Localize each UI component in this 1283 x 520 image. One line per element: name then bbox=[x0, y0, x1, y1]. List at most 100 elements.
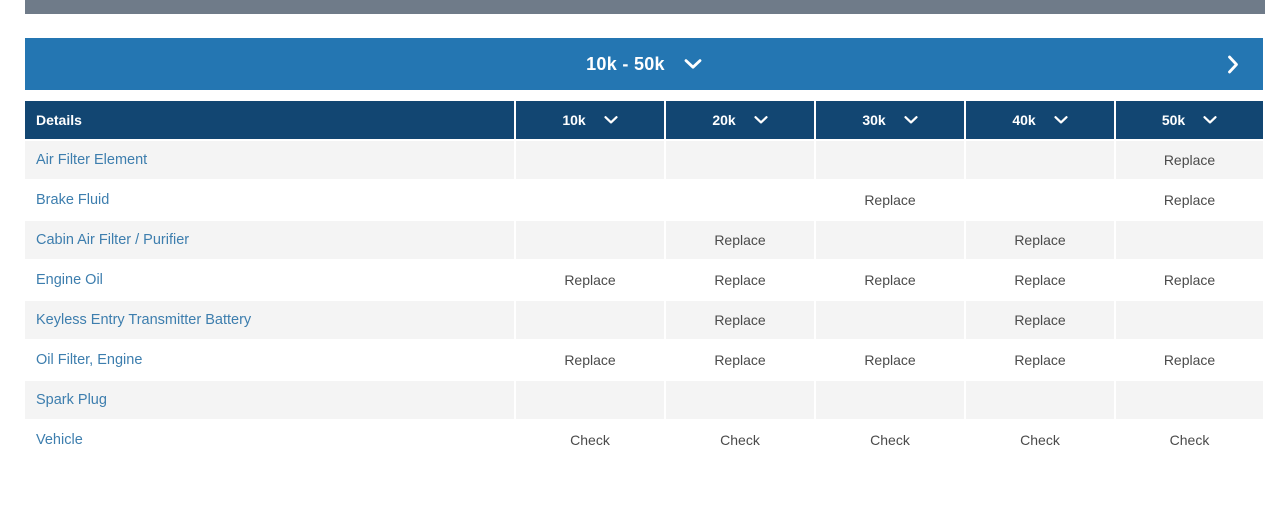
next-range-button[interactable] bbox=[1227, 38, 1239, 90]
header-label: 20k bbox=[712, 112, 736, 128]
header-details: Details bbox=[25, 101, 514, 139]
chevron-right-icon bbox=[1227, 55, 1239, 74]
cell-text: Replace bbox=[864, 352, 916, 368]
chevron-down-icon bbox=[684, 59, 702, 69]
cell-text: Check bbox=[870, 432, 910, 448]
cell-value: Replace bbox=[964, 301, 1114, 339]
row-label-cell: Cabin Air Filter / Purifier bbox=[25, 221, 514, 259]
row-label-link[interactable]: Oil Filter, Engine bbox=[36, 352, 143, 368]
table-body: Air Filter Element Replace Brake Fluid Repl… bbox=[25, 141, 1263, 461]
row-label-cell: Spark Plug bbox=[25, 381, 514, 419]
cell-text: Replace bbox=[1163, 192, 1216, 208]
row-label-cell: Keyless Entry Transmitter Battery bbox=[25, 301, 514, 339]
row-label-link[interactable]: Vehicle bbox=[36, 432, 83, 448]
header-label: Details bbox=[36, 112, 82, 128]
cell-text: Check bbox=[1169, 432, 1210, 448]
row-label-link[interactable]: Spark Plug bbox=[36, 392, 107, 408]
cell-text: Check bbox=[720, 432, 760, 448]
cell-text: Replace bbox=[564, 352, 616, 368]
header-mileage-4[interactable]: 40k bbox=[964, 101, 1114, 139]
cell-value bbox=[814, 141, 964, 179]
cell-text: Replace bbox=[714, 272, 766, 288]
cell-value: Replace bbox=[1114, 261, 1263, 299]
cell-value bbox=[514, 301, 664, 339]
maintenance-table: Details 10k 20k 30k 40k 50k Air Filter Elemen… bbox=[25, 101, 1263, 461]
cell-value bbox=[514, 141, 664, 179]
row-label-cell: Brake Fluid bbox=[25, 181, 514, 219]
row-label-link[interactable]: Brake Fluid bbox=[36, 192, 110, 208]
chevron-down-icon bbox=[754, 116, 768, 124]
header-mileage-5[interactable]: 50k bbox=[1114, 101, 1263, 139]
cell-value: Replace bbox=[814, 181, 964, 219]
cell-value bbox=[514, 181, 664, 219]
cell-text: Replace bbox=[1014, 312, 1066, 328]
table-row: Cabin Air Filter / Purifier Replace Replac… bbox=[25, 221, 1263, 261]
mileage-range-banner: 10k - 50k bbox=[25, 38, 1263, 90]
row-label-cell: Oil Filter, Engine bbox=[25, 341, 514, 379]
table-row: Spark Plug bbox=[25, 381, 1263, 421]
header-label: 40k bbox=[1012, 112, 1036, 128]
maintenance-schedule: 10k - 50k Details 10k 20k 30k 40k 50k Air Fil… bbox=[25, 38, 1263, 461]
row-label-link[interactable]: Keyless Entry Transmitter Battery bbox=[36, 312, 252, 328]
cell-value bbox=[814, 301, 964, 339]
cell-value: Replace bbox=[1114, 141, 1263, 179]
cell-value bbox=[814, 221, 964, 259]
mileage-range-label: 10k - 50k bbox=[586, 53, 665, 74]
cell-value: Replace bbox=[664, 301, 814, 339]
cell-value bbox=[964, 181, 1114, 219]
cell-value: Replace bbox=[514, 261, 664, 299]
cell-value: Replace bbox=[814, 261, 964, 299]
row-label-link[interactable]: Air Filter Element bbox=[36, 152, 148, 168]
cell-text: Replace bbox=[1014, 352, 1066, 368]
table-header-row: Details 10k 20k 30k 40k 50k bbox=[25, 101, 1263, 141]
header-mileage-1[interactable]: 10k bbox=[514, 101, 664, 139]
cell-value: Replace bbox=[1114, 181, 1263, 219]
cell-value bbox=[964, 381, 1114, 419]
chevron-down-icon bbox=[1054, 116, 1068, 124]
cell-text: Replace bbox=[714, 232, 766, 248]
chevron-down-icon bbox=[904, 116, 918, 124]
row-label-link[interactable]: Engine Oil bbox=[36, 272, 103, 288]
cell-value: Replace bbox=[964, 221, 1114, 259]
cell-value bbox=[664, 181, 814, 219]
cell-value: Check bbox=[664, 421, 814, 459]
chevron-down-icon bbox=[604, 116, 618, 124]
cell-text: Replace bbox=[1014, 232, 1066, 248]
header-mileage-2[interactable]: 20k bbox=[664, 101, 814, 139]
cell-value: Replace bbox=[814, 341, 964, 379]
cell-value: Replace bbox=[664, 221, 814, 259]
cell-value: Replace bbox=[514, 341, 664, 379]
table-row: Vehicle Check Check Check Check Check bbox=[25, 421, 1263, 461]
cell-text: Check bbox=[1020, 432, 1060, 448]
cell-text: Replace bbox=[864, 192, 916, 208]
cell-value bbox=[514, 381, 664, 419]
cell-value bbox=[514, 221, 664, 259]
cell-text: Replace bbox=[1163, 152, 1216, 168]
table-row: Brake Fluid Replace Replace bbox=[25, 181, 1263, 221]
cell-value bbox=[1114, 221, 1263, 259]
cell-value bbox=[1114, 381, 1263, 419]
top-scrollbar[interactable] bbox=[25, 0, 1265, 14]
table-row: Keyless Entry Transmitter Battery Replace… bbox=[25, 301, 1263, 341]
table-row: Oil Filter, Engine Replace Replace Replace R… bbox=[25, 341, 1263, 381]
cell-value: Check bbox=[514, 421, 664, 459]
row-label-link[interactable]: Cabin Air Filter / Purifier bbox=[36, 232, 190, 248]
cell-text: Replace bbox=[1163, 272, 1216, 288]
cell-value bbox=[664, 141, 814, 179]
mileage-range-dropdown[interactable]: 10k - 50k bbox=[586, 54, 702, 75]
chevron-down-icon bbox=[1203, 116, 1217, 124]
cell-text: Replace bbox=[564, 272, 616, 288]
cell-value: Replace bbox=[964, 341, 1114, 379]
cell-text: Check bbox=[570, 432, 610, 448]
cell-value: Replace bbox=[664, 341, 814, 379]
cell-text: Replace bbox=[714, 312, 766, 328]
cell-value: Replace bbox=[664, 261, 814, 299]
table-row: Engine Oil Replace Replace Replace Replace Re… bbox=[25, 261, 1263, 301]
header-mileage-3[interactable]: 30k bbox=[814, 101, 964, 139]
header-label: 50k bbox=[1161, 112, 1186, 128]
cell-value: Replace bbox=[1114, 341, 1263, 379]
header-label: 10k bbox=[562, 112, 586, 128]
cell-text: Replace bbox=[864, 272, 916, 288]
cell-text: Replace bbox=[714, 352, 766, 368]
cell-text: Replace bbox=[1163, 352, 1216, 368]
